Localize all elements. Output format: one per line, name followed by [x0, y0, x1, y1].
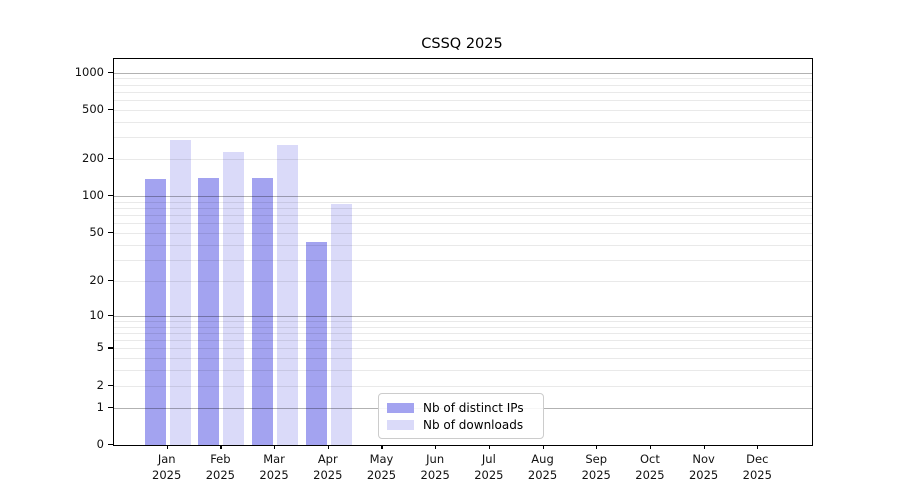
major-gridline — [114, 315, 812, 317]
x-tick-mark — [703, 445, 705, 449]
y-tick-label: 1 — [96, 399, 104, 414]
y-tick-label: 5 — [96, 340, 104, 355]
minor-gridline — [114, 320, 812, 322]
minor-gridline — [114, 100, 812, 102]
minor-gridline — [114, 159, 812, 161]
x-tick-mark — [327, 445, 329, 449]
minor-gridline — [114, 208, 812, 210]
minor-gridline — [114, 244, 812, 246]
y-tick-label: 20 — [89, 272, 104, 287]
legend-label-downloads: Nb of downloads — [423, 417, 524, 432]
legend-item-distinct-ips: Nb of distinct IPs — [387, 399, 535, 416]
minor-gridline — [114, 326, 812, 328]
x-tick-mark — [381, 445, 383, 449]
minor-gridline — [114, 215, 812, 217]
legend-label-distinct-ips: Nb of distinct IPs — [423, 400, 524, 415]
minor-gridline — [114, 122, 812, 123]
y-tick-mark — [108, 279, 113, 282]
bar-mar-distinct-ips — [252, 178, 274, 445]
plot-area — [113, 58, 813, 446]
legend-swatch-distinct-ips — [387, 402, 414, 413]
minor-gridline — [114, 280, 812, 282]
minor-gridline — [114, 91, 812, 93]
minor-gridline — [114, 78, 812, 80]
y-tick-label: 1000 — [74, 64, 104, 79]
x-tick-mark — [596, 445, 598, 449]
x-tick-mark — [220, 445, 222, 449]
x-tick-label: Feb 2025 — [205, 452, 236, 482]
x-tick-label: Mar 2025 — [259, 452, 289, 482]
y-tick-label: 500 — [82, 102, 104, 116]
y-tick-label: 0 — [96, 437, 104, 451]
y-tick-mark — [108, 195, 113, 197]
minor-gridline — [114, 233, 812, 235]
bar-jan-downloads — [169, 139, 191, 445]
minor-gridline — [114, 223, 812, 225]
y-tick-mark — [108, 71, 113, 73]
y-tick-mark — [108, 384, 113, 386]
minor-gridline — [114, 358, 812, 360]
minor-gridline — [114, 332, 812, 334]
legend: Nb of distinct IPs Nb of downloads — [378, 393, 544, 439]
chart-title: CSSQ 2025 — [421, 36, 503, 52]
x-tick-label: Jun 2025 — [420, 452, 450, 482]
minor-gridline — [114, 201, 812, 203]
y-tick-mark — [108, 444, 113, 446]
bar-jan-distinct-ips — [144, 179, 166, 445]
y-tick-label: 50 — [89, 225, 104, 240]
bar-mar-downloads — [277, 144, 299, 445]
bar-feb-downloads — [223, 151, 245, 445]
x-tick-mark — [435, 445, 437, 449]
minor-gridline — [114, 259, 812, 261]
x-tick-mark — [166, 445, 168, 449]
minor-gridline — [114, 348, 812, 350]
minor-gridline — [114, 84, 812, 86]
x-tick-mark — [488, 445, 491, 449]
x-tick-label: Jul 2025 — [474, 452, 504, 482]
x-tick-mark — [274, 445, 276, 449]
y-tick-label: 2 — [96, 377, 104, 392]
y-tick-label: 10 — [89, 307, 104, 322]
x-tick-label: Jan 2025 — [152, 452, 182, 482]
minor-gridline — [114, 110, 812, 111]
y-tick-mark — [108, 406, 113, 408]
bar-apr-distinct-ips — [305, 242, 327, 445]
x-tick-label: Oct 2025 — [635, 452, 665, 482]
x-tick-label: May 2025 — [366, 452, 397, 482]
x-tick-label: Dec 2025 — [742, 452, 772, 482]
y-tick-mark — [108, 232, 113, 234]
major-gridline — [114, 196, 812, 198]
major-gridline — [114, 72, 812, 74]
x-tick-mark — [757, 445, 759, 449]
minor-gridline — [114, 385, 812, 387]
y-tick-label: 100 — [82, 188, 104, 203]
x-tick-label: Sep 2025 — [581, 452, 611, 482]
x-tick-label: Apr 2025 — [313, 452, 343, 482]
x-tick-label: Nov 2025 — [688, 452, 719, 482]
minor-gridline — [114, 340, 812, 342]
y-tick-mark — [108, 347, 113, 349]
y-tick-mark — [108, 314, 113, 316]
y-tick-mark — [108, 109, 113, 111]
minor-gridline — [114, 137, 812, 139]
minor-gridline — [114, 370, 812, 372]
legend-item-downloads: Nb of downloads — [387, 416, 535, 433]
x-tick-mark — [542, 445, 544, 449]
y-tick-label: 200 — [82, 151, 104, 166]
bar-feb-distinct-ips — [198, 178, 220, 445]
bar-apr-downloads — [330, 204, 352, 445]
x-tick-mark — [649, 445, 652, 449]
y-tick-mark — [108, 158, 113, 160]
legend-swatch-downloads — [387, 419, 414, 430]
x-tick-label: Aug 2025 — [527, 452, 558, 482]
